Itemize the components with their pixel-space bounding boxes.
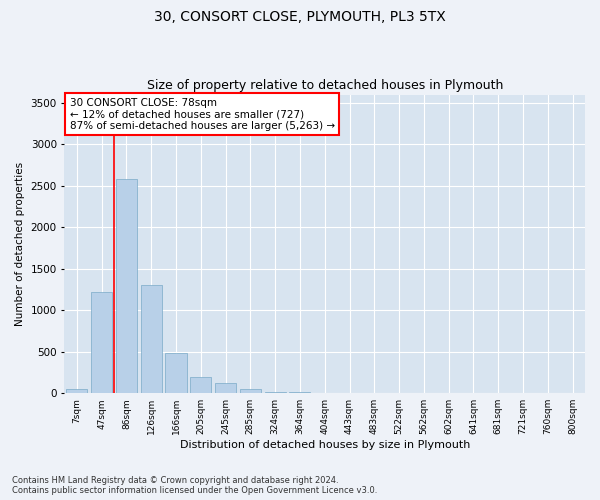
Bar [91, 292, 112, 393]
Bar [265, 392, 286, 393]
Bar [67, 389, 88, 393]
Text: 30, CONSORT CLOSE, PLYMOUTH, PL3 5TX: 30, CONSORT CLOSE, PLYMOUTH, PL3 5TX [154, 10, 446, 24]
Bar [240, 389, 261, 393]
Bar [215, 383, 236, 393]
Bar [289, 392, 310, 393]
Bar [166, 354, 187, 393]
Bar [190, 376, 211, 393]
Bar [140, 284, 162, 393]
X-axis label: Distribution of detached houses by size in Plymouth: Distribution of detached houses by size … [179, 440, 470, 450]
Title: Size of property relative to detached houses in Plymouth: Size of property relative to detached ho… [146, 79, 503, 92]
Y-axis label: Number of detached properties: Number of detached properties [15, 162, 25, 326]
Bar [116, 179, 137, 393]
Text: Contains HM Land Registry data © Crown copyright and database right 2024.
Contai: Contains HM Land Registry data © Crown c… [12, 476, 377, 495]
Text: 30 CONSORT CLOSE: 78sqm
← 12% of detached houses are smaller (727)
87% of semi-d: 30 CONSORT CLOSE: 78sqm ← 12% of detache… [70, 98, 335, 130]
